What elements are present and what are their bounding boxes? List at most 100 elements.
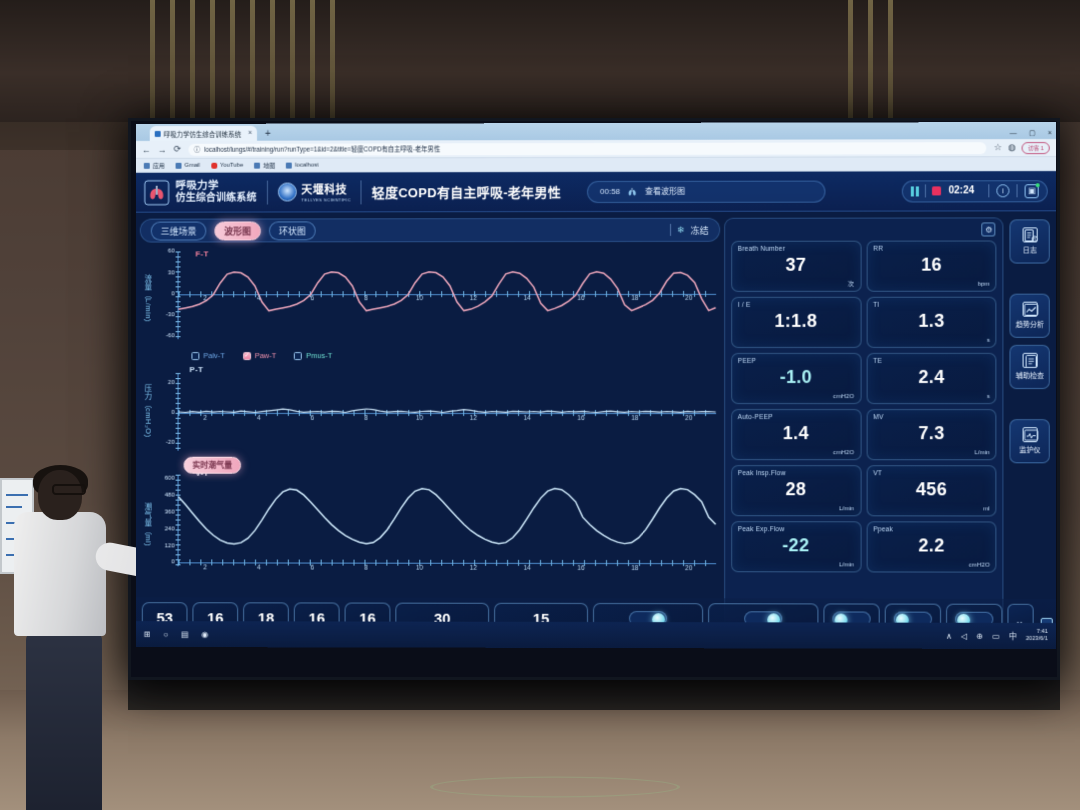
charts-column: 三维场景 波形图 环状图 ❄ 冻结 流量（L/min): [139, 217, 720, 648]
tray-expand-icon[interactable]: ∧: [945, 631, 952, 641]
minimize-icon[interactable]: —: [1009, 129, 1017, 137]
param-unit: L/min: [838, 505, 855, 513]
tab-3d-scene[interactable]: 三维场景: [150, 221, 207, 241]
x-axis-ticks: 2 4 6 8 10 12 14 16 18 20: [203, 294, 693, 303]
chart-title-pt: P-T: [189, 365, 204, 375]
bookmark-item[interactable]: 应用: [143, 161, 165, 170]
volume-icon[interactable]: ◁: [960, 631, 968, 641]
gear-icon[interactable]: ⚙: [981, 222, 996, 237]
sidebar-item-trend-analysis[interactable]: 趋势分析: [1009, 293, 1051, 338]
legend-palv[interactable]: Palv-T: [191, 351, 225, 360]
param-card-rr: RR 16 bpm: [866, 240, 997, 292]
param-key: VT: [873, 470, 883, 478]
network-icon[interactable]: ⊕: [976, 631, 983, 641]
y-axis-label: 流量（L/min): [143, 274, 153, 323]
param-value: 37: [785, 254, 807, 275]
maximize-icon[interactable]: ▢: [1028, 130, 1036, 138]
avatar[interactable]: ◍: [1008, 142, 1016, 153]
bookmark-label: YouTube: [219, 162, 244, 169]
forward-icon[interactable]: →: [157, 144, 167, 155]
parameters-column: ⚙ Breath Number 37 次 RR 16 bpm: [723, 217, 1004, 649]
reload-icon[interactable]: ⟳: [173, 143, 182, 154]
param-key: Peak Insp.Flow: [737, 470, 786, 478]
ceiling: [0, 0, 1080, 122]
sidebar-item-monitor[interactable]: 监护仪: [1009, 419, 1051, 464]
back-icon[interactable]: ←: [141, 144, 151, 155]
ime-icon[interactable]: 中: [1008, 631, 1017, 641]
stop-icon[interactable]: [932, 186, 942, 196]
checkbox-pmus[interactable]: [294, 351, 303, 360]
start-icon[interactable]: ⊞: [143, 629, 151, 639]
waveform-status-pill[interactable]: 00:58 查看波形图: [587, 180, 826, 203]
param-card-mv: MV 7.3 L/min: [866, 409, 997, 461]
new-tab-icon[interactable]: +: [265, 128, 271, 140]
param-key: Ppeak: [873, 526, 893, 534]
param-key: Auto-PEEP: [737, 414, 773, 422]
system-tray: ∧ ◁ ⊕ ▭ 中 7:41 2023/6/1: [946, 629, 1048, 643]
param-key: I / E: [737, 301, 751, 309]
param-card-ppeak: Ppeak 2.2 cmH2O: [866, 521, 997, 573]
toolbar-right: ☆ ◍ 访客 1: [993, 141, 1050, 154]
param-unit: cmH2O: [968, 561, 990, 569]
view-waveform-link[interactable]: 查看波形图: [645, 186, 686, 196]
header-controls: 02:24 i ▣: [902, 179, 1048, 203]
tab-loop-chart[interactable]: 环状图: [268, 220, 316, 240]
plot-area-pressure: [179, 377, 716, 447]
y-axis-ticks: 60 30 0 -30 -60: [165, 248, 175, 340]
chrome-icon[interactable]: ◉: [201, 629, 209, 639]
ceiling-slat: [150, 0, 155, 122]
close-icon[interactable]: ×: [248, 129, 253, 137]
browser-tab[interactable]: 呼吸力学仿生综合训练系统 ×: [149, 125, 258, 141]
clock[interactable]: 7:41 2023/6/1: [1026, 629, 1048, 643]
presenter-legs: [26, 632, 102, 810]
freeze-control[interactable]: ❄ 冻结: [670, 223, 709, 236]
checkbox-palv[interactable]: [191, 351, 200, 360]
legend-paw[interactable]: ✓ Paw-T: [242, 351, 276, 360]
log-icon: [1022, 227, 1037, 242]
divider: [360, 179, 362, 204]
param-value: 1.4: [782, 423, 809, 444]
screen-stand: [128, 680, 1060, 710]
mini-lungs-icon: [627, 186, 638, 196]
rail-label: 辅助检查: [1015, 372, 1044, 380]
presenter-glasses: [52, 484, 86, 495]
search-icon[interactable]: ○: [163, 629, 169, 639]
clock-date: 2023/6/1: [1025, 635, 1048, 643]
ceiling-slat: [888, 0, 893, 122]
param-unit: ml: [983, 505, 990, 513]
chart-flow-time: 流量（L/min) 60 30 0 -30 -60: [140, 247, 720, 349]
param-unit: cmH2O: [833, 449, 855, 457]
vendor-mark-icon: [277, 182, 297, 202]
vendor-name-en: TELLYES SCIENTIFIC: [301, 197, 351, 203]
screen-share-icon[interactable]: ▣: [1024, 183, 1039, 198]
plot-area-volume: [179, 477, 716, 562]
y-axis-ticks: 20 0 -20: [165, 380, 175, 446]
clipboard-icon: [1022, 352, 1037, 368]
info-icon[interactable]: i: [996, 184, 1010, 198]
file-explorer-icon[interactable]: ▤: [181, 629, 189, 639]
bookmark-item[interactable]: localhost: [286, 162, 319, 169]
bookmark-item[interactable]: YouTube: [211, 162, 244, 169]
pause-icon[interactable]: [911, 185, 920, 196]
address-bar[interactable]: ⓘ localhost/lungs/#/training/run?runType…: [188, 141, 987, 156]
action-center-icon[interactable]: ▭: [992, 631, 1000, 641]
legend-pmus[interactable]: Pmus-T: [294, 351, 332, 360]
checkbox-paw[interactable]: ✓: [242, 351, 251, 360]
parameter-panel: ⚙ Breath Number 37 次 RR 16 bpm: [723, 217, 1004, 649]
close-window-icon[interactable]: ×: [1047, 129, 1052, 137]
divider: [988, 184, 990, 198]
pressure-legend: Palv-T ✓ Paw-T Pmus-T: [191, 351, 332, 360]
ceiling-slat: [848, 0, 853, 122]
tab-waveform[interactable]: 波形图: [214, 220, 262, 240]
profile-badge[interactable]: 访客 1: [1021, 141, 1050, 154]
bookmark-star-icon[interactable]: ☆: [993, 142, 1002, 153]
localhost-icon: [286, 162, 293, 169]
site-info-icon[interactable]: ⓘ: [193, 146, 201, 154]
legend-label: Pmus-T: [306, 351, 333, 361]
ceiling-slat: [868, 0, 873, 122]
sidebar-item-auxiliary-exam[interactable]: 辅助检查: [1009, 344, 1051, 390]
sidebar-item-log[interactable]: 日志: [1009, 219, 1051, 264]
bookmark-item[interactable]: Gmail: [175, 162, 200, 169]
bookmark-item[interactable]: 地图: [254, 161, 275, 170]
elapsed-time: 00:58: [600, 186, 621, 196]
